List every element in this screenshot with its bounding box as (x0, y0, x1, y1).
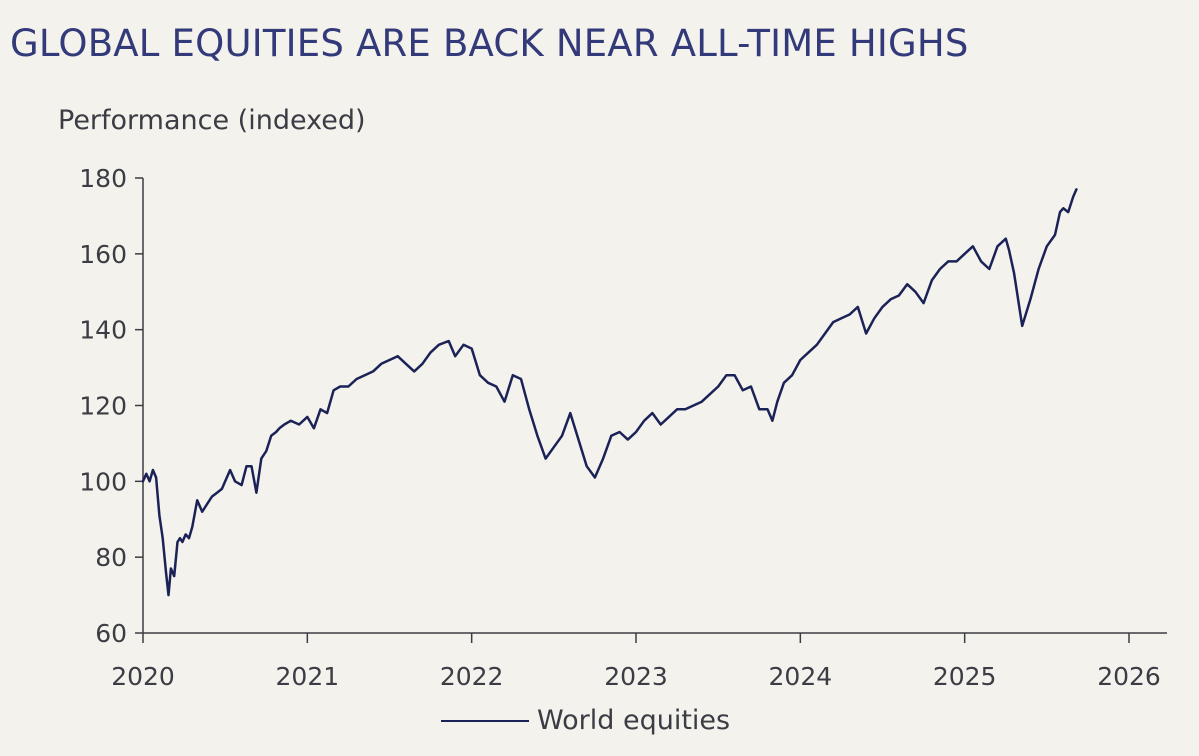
x-tick-label: 2021 (276, 662, 340, 691)
y-tick-label: 120 (79, 392, 127, 421)
y-tick-label: 100 (79, 467, 127, 496)
chart-ticks: 60 80 100 120 140 160 180 2020 2021 2022 2023 2024 2… (79, 164, 1161, 691)
y-tick-label: 60 (95, 619, 127, 648)
y-tick-label: 180 (79, 164, 127, 193)
y-tick-label: 140 (79, 316, 127, 345)
y-tick-label: 80 (95, 543, 127, 572)
chart-axes (142, 178, 1167, 634)
y-tick-label: 160 (79, 240, 127, 269)
legend-label: World equities (537, 705, 731, 736)
series-line-world-equities (141, 188, 1078, 597)
legend: World equities (441, 705, 730, 736)
chart-title: GLOBAL EQUITIES ARE BACK NEAR ALL-TIME H… (10, 22, 969, 65)
y-axis-label: Performance (indexed) (58, 105, 366, 136)
x-tick-label: 2020 (111, 662, 175, 691)
x-tick-label: 2026 (1097, 662, 1161, 691)
x-tick-label: 2022 (440, 662, 504, 691)
x-tick-label: 2023 (604, 662, 668, 691)
legend-swatch (441, 719, 529, 722)
x-tick-label: 2025 (933, 662, 997, 691)
x-tick-label: 2024 (769, 662, 833, 691)
